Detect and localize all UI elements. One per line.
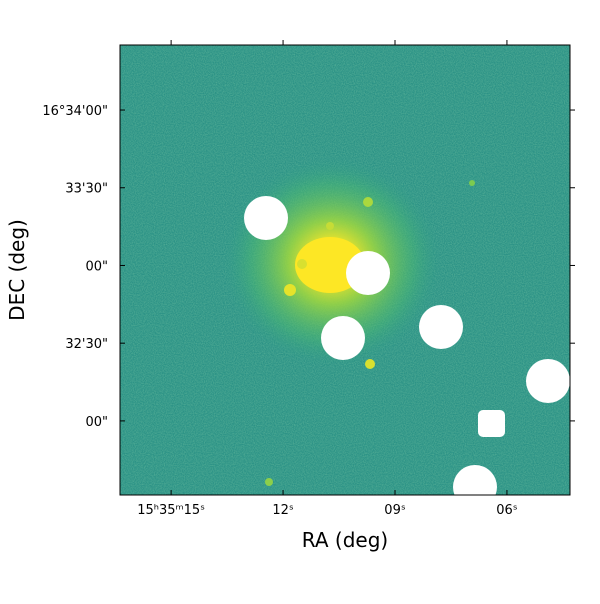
x-tick-label: 12ˢ [272,503,294,518]
x-axis-label: RA (deg) [302,528,388,552]
y-tick-label: 00" [85,259,108,274]
plot-frame [119,44,571,496]
sky-image [120,45,570,495]
x-tick-label: 06ˢ [496,503,518,518]
x-tick-label: 09ˢ [384,503,406,518]
x-tick-label: 15ʰ35ᵐ15ˢ [137,503,205,518]
y-tick-label: 16°34'00" [42,104,108,119]
y-axis-label: DEC (deg) [5,219,29,321]
y-tick-label: 32'30" [65,337,108,352]
y-tick-label: 33'30" [65,182,108,197]
y-tick-label: 00" [85,415,108,430]
